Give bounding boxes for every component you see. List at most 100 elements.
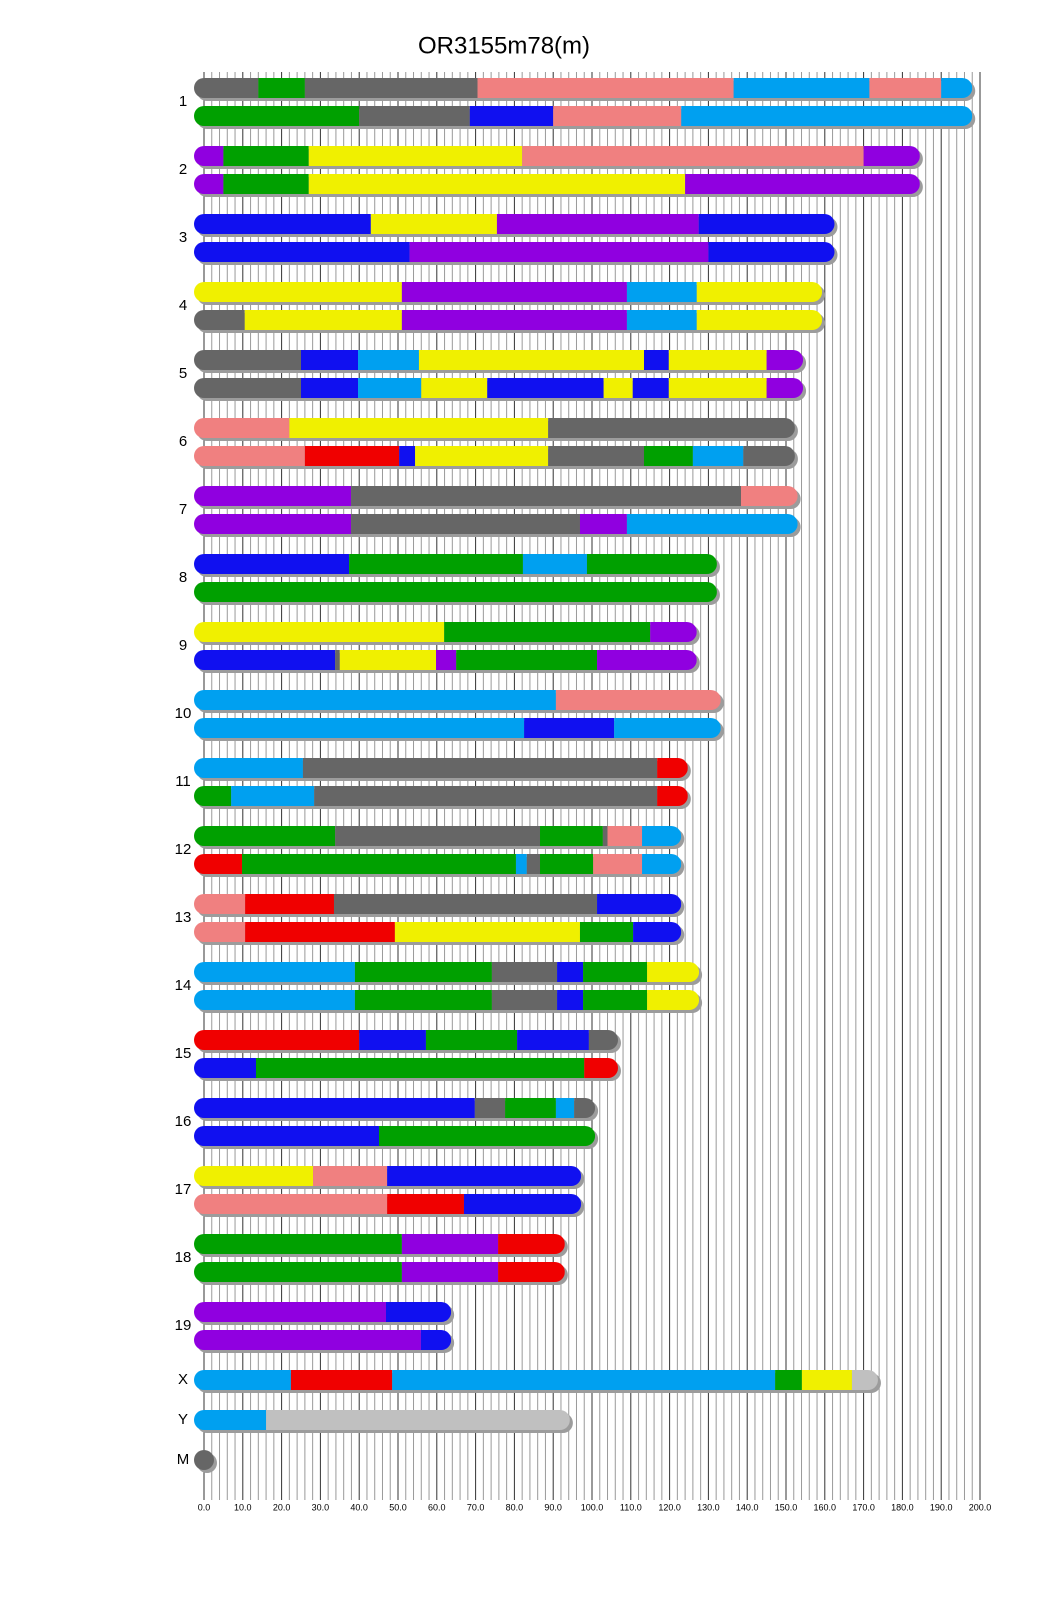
segment xyxy=(415,446,549,466)
segment xyxy=(194,1262,402,1282)
segment xyxy=(498,1262,565,1282)
segment xyxy=(194,622,445,642)
segment xyxy=(351,514,580,534)
segment xyxy=(584,1058,618,1078)
segment xyxy=(194,78,259,98)
segment xyxy=(313,1166,388,1186)
segment xyxy=(266,1410,570,1430)
segment xyxy=(643,446,693,466)
haplotype-bar xyxy=(194,1194,582,1214)
segment xyxy=(657,786,688,806)
haplotype-bar xyxy=(194,1450,214,1470)
segment xyxy=(597,894,682,914)
segment xyxy=(401,310,627,330)
haplotype-bar xyxy=(194,1410,570,1430)
chromosome-label: 2 xyxy=(179,161,187,178)
x-tick-label: 0.0 xyxy=(198,1502,211,1512)
segment xyxy=(194,418,290,438)
segment xyxy=(692,446,744,466)
segment xyxy=(194,514,352,534)
chromosome-label: 3 xyxy=(179,229,187,246)
segment xyxy=(588,1030,618,1050)
segment xyxy=(223,174,309,194)
segment xyxy=(258,78,305,98)
segment xyxy=(602,826,608,846)
segment xyxy=(643,350,669,370)
chromosome-label: 4 xyxy=(179,297,187,314)
segment xyxy=(194,786,232,806)
segment xyxy=(194,718,525,738)
x-tick-label: 130.0 xyxy=(697,1502,720,1512)
segment xyxy=(194,1098,475,1118)
segment xyxy=(194,650,336,670)
segment xyxy=(401,282,627,302)
segment xyxy=(469,106,554,126)
segment xyxy=(354,990,492,1010)
haplotype-bar xyxy=(194,78,973,98)
x-tick-label: 80.0 xyxy=(506,1502,524,1512)
haplotype-bar xyxy=(194,690,721,710)
segment xyxy=(586,554,717,574)
haplotype-bar xyxy=(194,922,682,942)
segment xyxy=(517,1030,589,1050)
segment xyxy=(242,854,516,874)
segment xyxy=(548,418,795,438)
segment xyxy=(194,214,371,234)
segment xyxy=(668,350,767,370)
segment xyxy=(603,378,633,398)
haplotype-bar xyxy=(194,990,700,1010)
chart-title: OR3155m78(m) xyxy=(418,32,590,59)
segment xyxy=(597,650,697,670)
haplotype-bar xyxy=(194,894,682,914)
chromosome-label: 11 xyxy=(175,773,191,790)
segment xyxy=(869,78,942,98)
segment xyxy=(302,758,658,778)
segment xyxy=(491,990,558,1010)
segment xyxy=(194,582,717,602)
segment xyxy=(579,922,634,942)
haplotype-bar xyxy=(194,282,823,302)
segment xyxy=(477,78,734,98)
x-tick-label: 120.0 xyxy=(658,1502,681,1512)
segment xyxy=(194,1194,388,1214)
segment xyxy=(766,378,804,398)
segment xyxy=(626,282,697,302)
x-tick-label: 50.0 xyxy=(389,1502,407,1512)
segment xyxy=(351,486,741,506)
x-tick-label: 70.0 xyxy=(467,1502,485,1512)
segment xyxy=(647,990,700,1010)
segment xyxy=(194,1330,421,1350)
chromosome-label: 16 xyxy=(175,1113,192,1130)
segment xyxy=(194,350,301,370)
segment xyxy=(314,786,658,806)
segment xyxy=(399,446,416,466)
haplotype-bar xyxy=(194,1030,618,1050)
chromosome-label: 17 xyxy=(175,1181,192,1198)
segment xyxy=(245,922,395,942)
chromosome-label: 18 xyxy=(175,1249,192,1266)
segment xyxy=(194,1410,267,1430)
chromosome-label: 7 xyxy=(179,501,187,518)
segment xyxy=(775,1370,802,1390)
segment xyxy=(515,854,527,874)
segment xyxy=(463,1194,582,1214)
haplotype-bar xyxy=(194,582,717,602)
segment xyxy=(505,1098,556,1118)
segment xyxy=(733,78,870,98)
segment xyxy=(583,990,648,1010)
segment xyxy=(194,826,336,846)
x-tick-label: 160.0 xyxy=(814,1502,837,1512)
segment xyxy=(194,894,246,914)
segment xyxy=(626,310,697,330)
segment xyxy=(593,854,643,874)
segment xyxy=(308,174,686,194)
segment xyxy=(245,894,334,914)
segment xyxy=(255,1058,585,1078)
segment xyxy=(632,378,669,398)
haplotype-bar xyxy=(194,1330,452,1350)
segment xyxy=(335,650,340,670)
chromosome-label: 14 xyxy=(175,977,192,994)
segment xyxy=(555,690,721,710)
x-tick-label: 150.0 xyxy=(775,1502,798,1512)
